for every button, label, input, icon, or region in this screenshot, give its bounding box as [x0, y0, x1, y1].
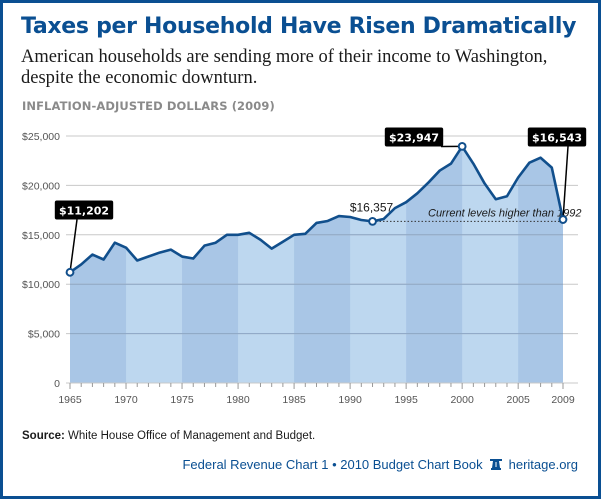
units-label: INFLATION-ADJUSTED DOLLARS (2009) [22, 99, 275, 113]
credit-text: Federal Revenue Chart 1 • 2010 Budget Ch… [182, 457, 483, 472]
series-line [69, 145, 565, 274]
liberty-bell-icon [489, 458, 502, 470]
callout-box [527, 127, 587, 147]
x-tick-label: 2009 [551, 394, 575, 406]
x-tick-label: 1975 [170, 394, 194, 406]
y-tick-label: $20,000 [22, 180, 60, 192]
data-point-marker [558, 215, 568, 224]
x-tick-label: 1980 [226, 394, 250, 406]
x-tick-label: 1965 [58, 394, 82, 406]
callout-leader [69, 219, 78, 273]
callout-label: $16,357 [350, 200, 394, 214]
x-tick-label: 1985 [282, 394, 306, 406]
chart-title: Taxes per Household Have Risen Dramatica… [21, 14, 577, 39]
x-tick-label: 1990 [338, 394, 362, 406]
data-point-marker [368, 216, 377, 226]
callout-leader [562, 146, 569, 220]
callout-label: $11,202 [59, 205, 109, 218]
line-layer [69, 145, 565, 274]
source-text: White House Office of Management and Bud… [64, 430, 316, 442]
y-tick-label: 0 [54, 378, 60, 390]
shaded-band [518, 146, 563, 383]
axes: 0 $5,000 $10,000 $15,000 $20,000 $25,000 1965 1… [22, 131, 578, 406]
data-point-marker [65, 267, 75, 277]
callouts: $11,202 $16,357 $23,947 $16,543 [54, 127, 587, 277]
shaded-band [294, 146, 351, 383]
y-tick-label: $15,000 [22, 230, 60, 242]
shaded-band [406, 146, 463, 383]
footer-credit: Federal Revenue Chart 1 • 2010 Budget Ch… [182, 457, 578, 472]
callout-label: $16,543 [532, 132, 582, 145]
source-note: Source: White House Office of Management… [22, 430, 315, 442]
source-label: Source: [22, 430, 65, 442]
reference-layer: Current levels higher than 1992 [372, 207, 581, 222]
x-tick-label: 2000 [450, 394, 474, 406]
x-tick-label: 1995 [394, 394, 418, 406]
site-link[interactable]: heritage.org [508, 457, 578, 472]
x-tick-label: 1970 [114, 394, 138, 406]
data-point-marker [457, 142, 467, 151]
callout-label: $23,947 [389, 132, 439, 145]
x-tick-label: 2005 [507, 394, 531, 406]
annotation-text: Current levels higher than 1992 [428, 207, 581, 219]
callout-box [384, 127, 444, 147]
chart-subtitle: American households are sending more of … [21, 47, 548, 88]
background-bands [70, 146, 563, 383]
y-tick-label: $25,000 [22, 131, 60, 143]
shaded-band [182, 146, 239, 383]
y-tick-label: $10,000 [22, 279, 60, 291]
shaded-band [70, 146, 127, 383]
callout-box [54, 200, 114, 220]
y-tick-label: $5,000 [28, 329, 60, 341]
gridlines [66, 135, 578, 335]
